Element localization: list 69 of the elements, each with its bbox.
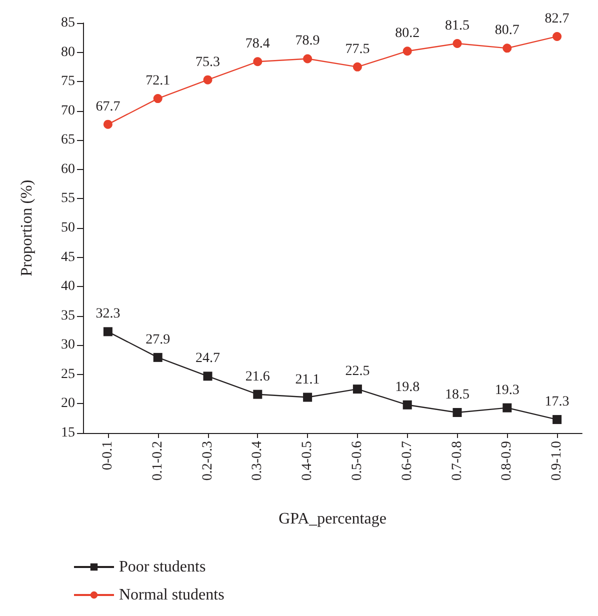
- data-label: 19.3: [494, 382, 520, 398]
- x-axis-title: GPA_percentage: [278, 510, 386, 528]
- data-label: 22.5: [345, 364, 370, 380]
- data-label: 21.6: [245, 369, 270, 384]
- data-label: 21.1: [295, 372, 320, 388]
- data-label: 18.5: [445, 388, 470, 402]
- x-tick-label: 0.8-0.9: [500, 441, 515, 481]
- y-tick-label: 30: [61, 338, 75, 353]
- point: [253, 57, 262, 66]
- point: [103, 120, 112, 129]
- legend-label: Normal students: [119, 586, 224, 604]
- x-tick-label: 0.5-0.6: [350, 441, 365, 481]
- x-tick-label: 0.1-0.2: [150, 441, 166, 481]
- point: [203, 75, 212, 84]
- y-tick-label: 85: [61, 16, 75, 30]
- data-label: 32.3: [96, 306, 120, 322]
- data-label: 80.2: [395, 26, 420, 42]
- y-tick-label: 15: [61, 426, 75, 440]
- y-tick-label: 60: [61, 162, 75, 177]
- y-tick-label: 75: [61, 74, 75, 90]
- legend-label: Poor students: [119, 558, 206, 576]
- point: [352, 62, 362, 72]
- data-label: 82.7: [544, 11, 570, 26]
- data-label: 72.1: [146, 74, 170, 89]
- y-tick-label: 35: [61, 308, 75, 324]
- point: [402, 46, 412, 56]
- point: [203, 372, 212, 381]
- point: [452, 39, 462, 48]
- data-label: 81.5: [445, 18, 470, 34]
- x-tick-label: 0.6-0.7: [400, 441, 415, 481]
- y-tick-label: 20: [61, 396, 75, 412]
- point: [303, 54, 312, 64]
- point: [253, 390, 262, 399]
- data-label: 77.5: [345, 42, 370, 57]
- data-label: 17.3: [544, 394, 570, 410]
- point: [502, 403, 512, 412]
- x-tick-label: 0.7-0.8: [450, 441, 465, 481]
- y-axis-title: Proportion (%): [18, 180, 36, 276]
- y-tick-label: 55: [61, 191, 75, 206]
- point: [402, 400, 412, 410]
- y-tick-label: 40: [61, 279, 75, 294]
- point: [303, 392, 312, 402]
- x-tick-label: 0-0.1: [100, 441, 116, 470]
- point: [502, 44, 512, 53]
- data-label: 19.8: [395, 380, 420, 395]
- point: [452, 408, 462, 417]
- y-tick-label: 65: [61, 132, 75, 148]
- data-label: 75.3: [196, 54, 220, 70]
- data-label: 67.7: [96, 99, 120, 114]
- data-label: 27.9: [146, 332, 170, 348]
- y-tick-label: 45: [61, 250, 75, 265]
- x-tick-label: 0.4-0.5: [300, 441, 316, 481]
- y-tick-label: 25: [61, 366, 75, 382]
- y-tick-label: 70: [61, 103, 75, 118]
- point: [153, 352, 162, 362]
- x-tick-label: 0.9-1.0: [550, 441, 565, 481]
- data-label: 24.7: [196, 351, 220, 366]
- y-tick-label: 50: [61, 220, 75, 236]
- y-tick-label: 80: [61, 44, 75, 60]
- point: [552, 415, 562, 424]
- point: [103, 327, 112, 336]
- data-label: 78.9: [295, 34, 320, 49]
- point: [153, 94, 162, 104]
- x-tick-label: 0.3-0.4: [250, 441, 266, 481]
- data-label: 80.7: [494, 23, 520, 38]
- x-tick-label: 0.2-0.3: [200, 441, 216, 481]
- point: [552, 32, 562, 41]
- point: [352, 384, 362, 394]
- data-label: 78.4: [245, 36, 270, 52]
